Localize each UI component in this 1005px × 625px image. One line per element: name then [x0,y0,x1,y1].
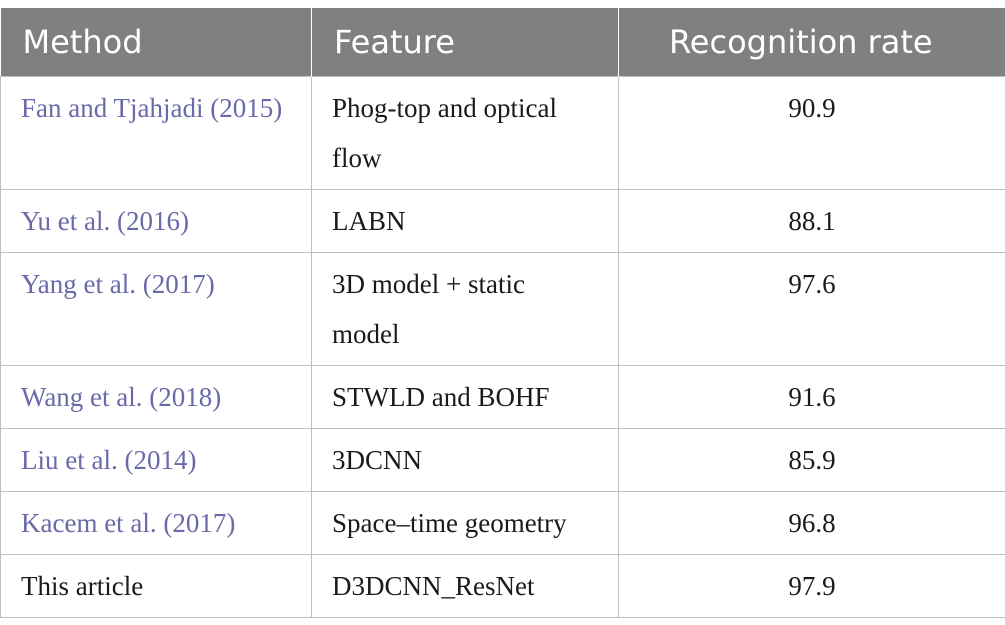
feature-cell: 3D model + static model [311,251,619,366]
feature-cell: STWLD and BOHF [311,364,619,429]
header-feature: Feature [311,8,619,76]
rate-cell: 97.9 [618,553,1005,618]
table-row: Fan and Tjahjadi (2015) Phog-top and opt… [0,75,1005,190]
table-row: Liu et al. (2014) 3DCNN 85.9 [0,427,1005,492]
feature-cell: Phog-top and optical flow [311,75,619,190]
citation-link[interactable]: Yang et al. (2017) [21,268,215,299]
table-row: Yu et al. (2016) LABN 88.1 [0,188,1005,253]
table-row: Wang et al. (2018) STWLD and BOHF 91.6 [0,364,1005,429]
citation-link[interactable]: Kacem et al. (2017) [21,507,236,538]
rate-cell: 91.6 [618,364,1005,429]
header-recognition-rate: Recognition rate [618,8,1005,76]
feature-cell: Space–time geometry [311,490,619,555]
feature-cell: LABN [311,188,619,253]
citation-link[interactable]: Yu et al. (2016) [21,205,189,236]
header-method: Method [0,8,312,76]
citation-link[interactable]: Liu et al. (2014) [21,444,197,475]
feature-cell: 3DCNN [311,427,619,492]
rate-cell: 90.9 [618,75,1005,190]
method-cell: Yang et al. (2017) [0,251,312,366]
rate-cell: 96.8 [618,490,1005,555]
feature-cell: D3DCNN_ResNet [311,553,619,618]
method-cell: Fan and Tjahjadi (2015) [0,75,312,190]
method-cell: Liu et al. (2014) [0,427,312,492]
table-body: Fan and Tjahjadi (2015) Phog-top and opt… [0,75,1005,618]
method-cell: Kacem et al. (2017) [0,490,312,555]
method-text: This article [21,570,144,601]
method-cell: Wang et al. (2018) [0,364,312,429]
citation-link[interactable]: Fan and Tjahjadi (2015) [21,92,283,123]
results-table: Method Feature Recognition rate Fan and … [0,8,1005,618]
table-row: Kacem et al. (2017) Space–time geometry … [0,490,1005,555]
table-header: Method Feature Recognition rate [0,8,1005,76]
rate-cell: 88.1 [618,188,1005,253]
method-cell: This article [0,553,312,618]
citation-link[interactable]: Wang et al. (2018) [21,381,222,412]
table-row: This article D3DCNN_ResNet 97.9 [0,553,1005,618]
rate-cell: 97.6 [618,251,1005,366]
method-cell: Yu et al. (2016) [0,188,312,253]
header-row: Method Feature Recognition rate [0,8,1005,76]
rate-cell: 85.9 [618,427,1005,492]
table-row: Yang et al. (2017) 3D model + static mod… [0,251,1005,366]
